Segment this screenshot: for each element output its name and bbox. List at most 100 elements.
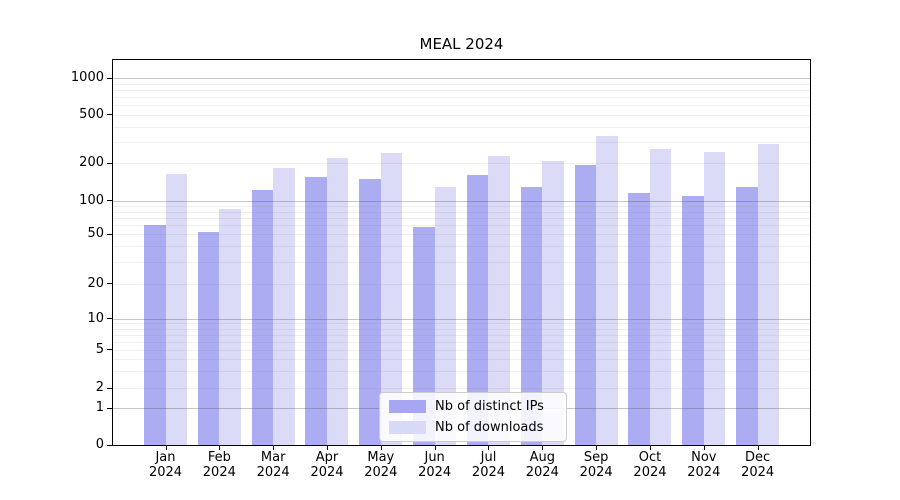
- gridline-500: [113, 114, 810, 116]
- gridline-900: [113, 83, 810, 85]
- x-tick-year: 2024: [418, 465, 452, 480]
- bar-mar-distinct-ips: [251, 190, 274, 445]
- x-tick-label-apr: Apr 2024: [295, 450, 359, 480]
- gridline-4: [113, 359, 810, 361]
- gridline-700: [113, 97, 810, 98]
- x-tick-year: 2024: [525, 465, 559, 480]
- y-tick-mark-1000: [107, 77, 112, 79]
- x-tick-month: Jun: [424, 450, 445, 465]
- gridline-600: [113, 105, 810, 106]
- x-tick-label-may: May 2024: [349, 450, 413, 480]
- y-tick-mark-10: [107, 318, 112, 320]
- x-tick-month: Aug: [529, 450, 555, 465]
- y-tick-label-20: 20: [87, 275, 104, 291]
- x-tick-month: Jul: [480, 450, 497, 465]
- y-tick-label-100: 100: [79, 192, 104, 208]
- x-tick-label-aug: Aug 2024: [510, 450, 574, 480]
- gridline-400: [113, 126, 810, 128]
- bar-nov-distinct-ips: [682, 195, 704, 445]
- y-tick-label-5: 5: [95, 341, 104, 357]
- bar-jul-distinct-ips: [466, 175, 489, 445]
- bar-feb-distinct-ips: [197, 232, 220, 445]
- gridline-3: [113, 371, 810, 373]
- bar-nov-downloads: [703, 151, 726, 445]
- y-tick-mark-5: [107, 349, 112, 351]
- bar-may-distinct-ips: [359, 178, 381, 445]
- bar-aug-downloads: [542, 160, 564, 445]
- y-tick-mark-50: [107, 233, 112, 235]
- x-tick-mark-jul: [488, 445, 490, 450]
- gridline-9: [113, 323, 810, 325]
- x-tick-month: Dec: [745, 450, 771, 465]
- legend-item-distinct-ips: Nb of distinct IPs: [389, 399, 557, 414]
- chart-title: MEAL 2024: [419, 35, 504, 53]
- x-tick-mark-jun: [434, 445, 436, 450]
- x-tick-year: 2024: [687, 465, 721, 480]
- grid-layer: [113, 60, 810, 445]
- x-tick-year: 2024: [471, 465, 506, 480]
- x-tick-year: 2024: [202, 465, 236, 480]
- gridline-8: [113, 328, 810, 330]
- y-tick-mark-0: [107, 444, 112, 446]
- x-tick-year: 2024: [148, 465, 183, 480]
- x-tick-mark-nov: [703, 445, 705, 450]
- legend-item-downloads: Nb of downloads: [389, 420, 557, 435]
- x-tick-mark-may: [380, 445, 382, 450]
- x-tick-month: Sep: [583, 450, 609, 465]
- bar-may-downloads: [380, 152, 403, 445]
- legend: Nb of distinct IPs Nb of downloads: [379, 392, 567, 442]
- gridline-300: [113, 141, 810, 143]
- bar-jul-downloads: [488, 156, 510, 445]
- x-tick-label-mar: Mar 2024: [241, 450, 305, 480]
- x-tick-mark-oct: [649, 445, 651, 450]
- x-tick-year: 2024: [579, 465, 613, 480]
- y-tick-label-1: 1: [95, 400, 104, 416]
- gridline-7: [113, 334, 810, 336]
- bar-sep-distinct-ips: [574, 164, 597, 445]
- bar-mar-downloads: [273, 167, 295, 445]
- bar-apr-downloads: [326, 158, 349, 445]
- y-tick-label-2: 2: [95, 380, 104, 396]
- x-tick-label-nov: Nov 2024: [672, 450, 736, 480]
- gridline-10: [113, 318, 810, 320]
- x-tick-label-oct: Oct 2024: [618, 450, 682, 480]
- x-tick-mark-mar: [273, 445, 275, 450]
- y-tick-mark-2: [107, 387, 112, 389]
- x-tick-year: 2024: [633, 465, 667, 480]
- x-tick-year: 2024: [256, 465, 290, 480]
- x-tick-mark-sep: [596, 445, 598, 450]
- y-tick-label-1000: 1000: [70, 70, 104, 86]
- legend-label-downloads: Nb of downloads: [435, 420, 544, 435]
- gridline-70: [113, 217, 810, 219]
- gridline-5: [113, 349, 810, 351]
- gridline-20: [113, 283, 810, 285]
- y-tick-mark-1: [107, 407, 112, 409]
- x-tick-mark-jan: [165, 445, 167, 450]
- gridline-30: [113, 261, 810, 263]
- gridline-60: [113, 225, 810, 227]
- gridline-50: [113, 234, 810, 236]
- gridline-100: [113, 200, 810, 202]
- x-tick-year: 2024: [310, 465, 344, 480]
- bar-sep-downloads: [596, 135, 618, 445]
- y-tick-mark-500: [107, 114, 112, 116]
- bar-aug-distinct-ips: [520, 186, 543, 445]
- bar-oct-downloads: [649, 149, 672, 445]
- bar-dec-downloads: [757, 143, 780, 445]
- x-tick-mark-aug: [542, 445, 544, 450]
- legend-label-distinct-ips: Nb of distinct IPs: [435, 399, 544, 414]
- y-tick-mark-100: [107, 200, 112, 202]
- x-tick-month: Apr: [315, 450, 339, 465]
- gridline-200: [113, 163, 810, 165]
- gridline-1000: [113, 78, 810, 80]
- x-tick-month: Jan: [155, 450, 176, 465]
- x-tick-month: May: [367, 450, 395, 465]
- x-tick-label-sep: Sep 2024: [564, 450, 628, 480]
- bar-jun-downloads: [434, 186, 457, 445]
- gridline-40: [113, 246, 810, 248]
- gridline-6: [113, 341, 810, 343]
- y-tick-mark-200: [107, 162, 112, 164]
- bar-dec-distinct-ips: [736, 186, 758, 445]
- gridline-90: [113, 205, 810, 207]
